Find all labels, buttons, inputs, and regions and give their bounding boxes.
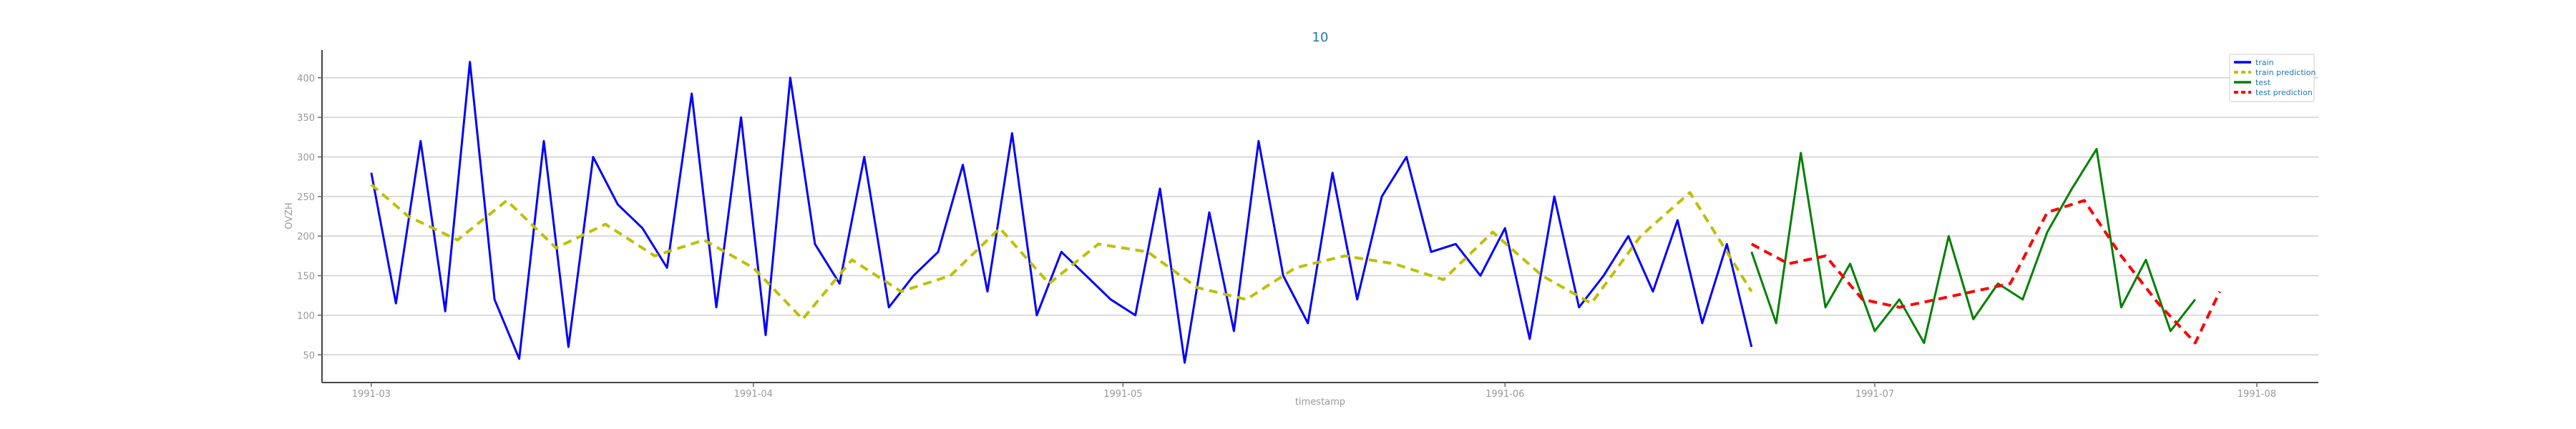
series-line-train [370, 61, 1753, 364]
y-tick-label: 350 [297, 113, 315, 124]
chart-title: 10 [1312, 30, 1329, 45]
x-tick-label: 1991-03 [352, 389, 391, 400]
y-tick-label: 50 [303, 350, 315, 361]
x-tick-label: 1991-04 [734, 389, 773, 400]
x-tick-label: 1991-08 [2238, 389, 2276, 400]
x-tick-label: 1991-05 [1103, 389, 1142, 400]
legend-frame [2229, 54, 2315, 102]
x-tick-label: 1991-06 [1485, 389, 1524, 400]
legend-label-train-prediction: train prediction [2255, 68, 2316, 77]
x-axis-title: timestamp [1295, 397, 1345, 408]
x-tick-label: 1991-07 [1855, 389, 1894, 400]
y-tick-label: 100 [297, 311, 315, 322]
y-tick-label: 250 [297, 192, 315, 203]
grid-layer [322, 77, 2318, 355]
series-line-test-prediction [1750, 199, 2222, 345]
legend-label-test: test [2255, 78, 2271, 87]
tick-layer: 50 100 150 200 250 300 350 400 1991-03 1991-04 199… [297, 74, 2276, 400]
series-line-test [1750, 147, 2196, 345]
legend-label-train: train [2255, 58, 2274, 67]
y-axis-title: OVZH [284, 202, 295, 230]
legend-label-test-prediction: test prediction [2255, 88, 2313, 97]
y-tick-label: 400 [297, 74, 315, 84]
y-tick-label: 300 [297, 152, 315, 163]
y-tick-label: 150 [297, 272, 315, 282]
axes-layer [321, 50, 2318, 383]
y-tick-label: 200 [297, 232, 315, 242]
series-layer [370, 61, 2222, 364]
